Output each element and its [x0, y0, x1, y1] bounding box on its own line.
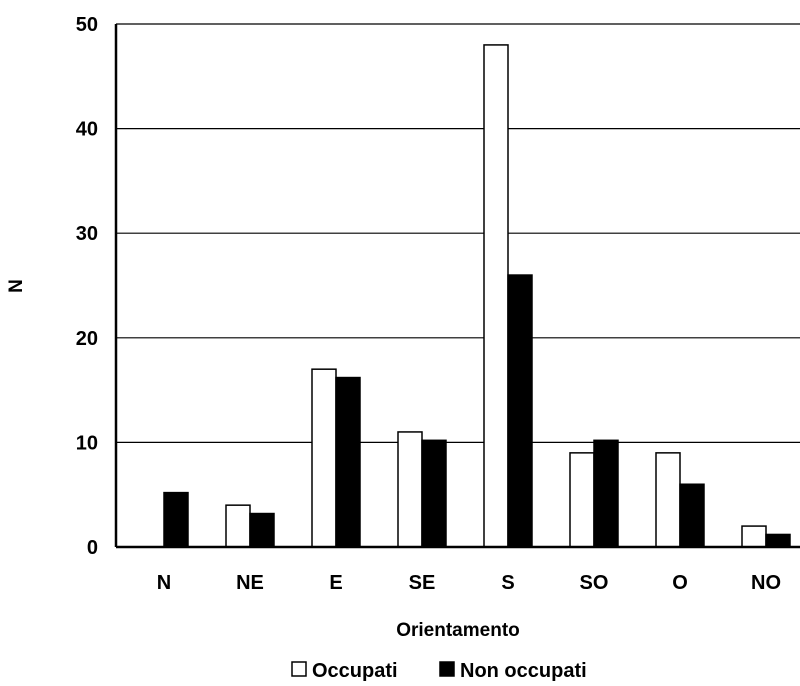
y-tick-label: 50: [76, 14, 98, 36]
bar-occupati: [311, 368, 337, 548]
bar-occupati: [569, 452, 595, 548]
bars: [163, 44, 791, 548]
bar-non-occupati: [163, 491, 189, 548]
legend: Occupati Non occupati: [291, 660, 587, 682]
x-tick-label: SE: [409, 572, 436, 594]
legend-label-non-occupati: Non occupati: [460, 660, 587, 682]
y-tick-label: 20: [76, 328, 98, 350]
axes: [114, 24, 800, 549]
y-tick-label: 0: [87, 537, 98, 559]
x-tick-label: N: [157, 572, 171, 594]
bar-occupati: [741, 525, 767, 548]
bar-occupati: [397, 431, 423, 548]
bar-non-occupati: [765, 533, 791, 548]
y-tick-label: 30: [76, 223, 98, 245]
bar-non-occupati: [421, 439, 447, 548]
x-tick-label: S: [501, 572, 514, 594]
y-tick-label: 10: [76, 432, 98, 454]
legend-label-occupati: Occupati: [312, 660, 398, 682]
x-axis-title: Orientamento: [396, 620, 520, 641]
legend-swatch-occupati: [291, 661, 307, 677]
x-tick-label: NE: [236, 572, 264, 594]
x-tick-label: O: [672, 572, 688, 594]
bar-occupati: [655, 452, 681, 548]
bar-non-occupati: [507, 274, 533, 548]
y-tick-labels: 0 10 20 30 40 50: [76, 14, 98, 559]
y-tick-label: 40: [76, 119, 98, 141]
bar-non-occupati: [335, 376, 361, 548]
bar-non-occupati: [249, 512, 275, 548]
bar-occupati: [483, 44, 509, 548]
x-tick-label: E: [329, 572, 342, 594]
gridlines: [116, 23, 800, 443]
bar-occupati: [225, 504, 251, 548]
x-tick-labels: N NE E SE S SO O NO: [157, 572, 781, 594]
legend-swatch-non-occupati: [439, 661, 455, 677]
y-axis-title: N: [6, 279, 27, 293]
bar-non-occupati: [679, 483, 705, 548]
x-tick-label: SO: [580, 572, 609, 594]
bar-non-occupati: [593, 439, 619, 548]
x-tick-label: NO: [751, 572, 781, 594]
